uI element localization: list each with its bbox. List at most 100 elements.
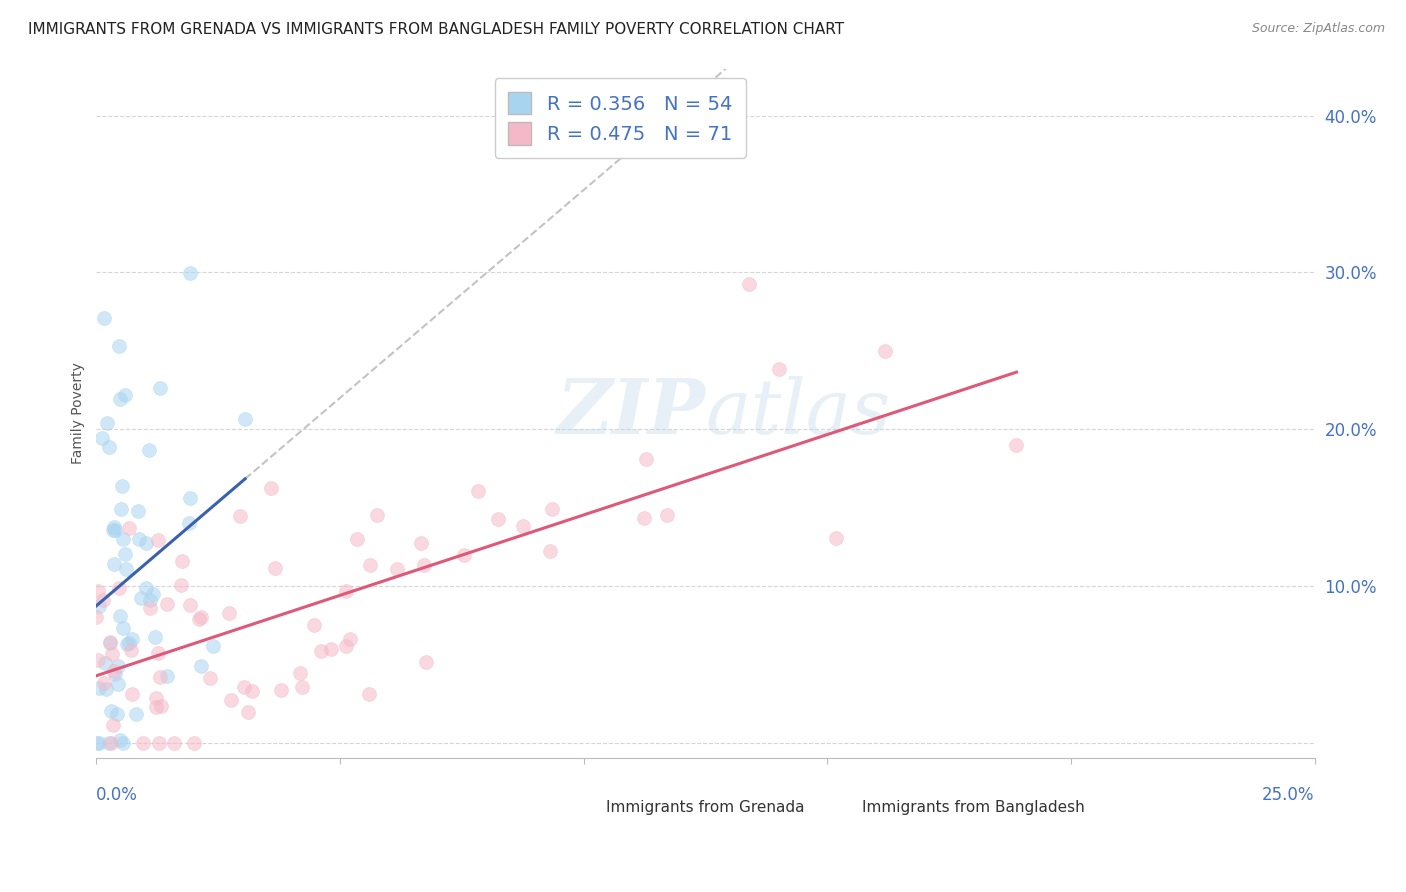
Point: [115, 562, 138, 576]
Point: [112, 621, 135, 635]
Point: [97, 736, 120, 750]
Point: [183, 736, 205, 750]
Point: [100, 736, 122, 750]
Point: [170, 578, 193, 592]
Point: [263, 561, 285, 575]
Point: [108, 581, 131, 595]
Point: [233, 412, 256, 426]
Point: [304, 617, 326, 632]
Point: [177, 516, 200, 530]
Point: [179, 266, 201, 280]
Point: [148, 736, 170, 750]
Point: [104, 666, 127, 681]
Point: [187, 612, 209, 626]
Point: [96, 416, 118, 430]
Point: [288, 666, 311, 681]
Point: [233, 680, 256, 694]
Point: [190, 610, 212, 624]
Point: [146, 533, 169, 547]
Point: [97, 441, 120, 455]
Point: [311, 644, 333, 658]
Point: [129, 591, 152, 605]
Point: [738, 277, 761, 291]
Point: [142, 587, 165, 601]
Point: [103, 558, 125, 572]
Point: [538, 543, 561, 558]
Point: [242, 684, 264, 698]
Point: [103, 665, 125, 679]
Text: Immigrants from Bangladesh: Immigrants from Bangladesh: [862, 800, 1085, 814]
Point: [94, 682, 117, 697]
Point: [150, 698, 173, 713]
Point: [87, 653, 110, 667]
Point: [107, 659, 129, 673]
Point: [110, 608, 132, 623]
Point: [118, 636, 141, 650]
Point: [179, 491, 201, 505]
Point: [94, 656, 117, 670]
Point: [114, 387, 136, 401]
Point: [875, 343, 897, 358]
Legend: R = 0.356   N = 54, R = 0.475   N = 71: R = 0.356 N = 54, R = 0.475 N = 71: [495, 78, 747, 158]
Point: [512, 519, 534, 533]
Point: [319, 641, 342, 656]
Point: [89, 681, 111, 695]
Point: [128, 533, 150, 547]
Point: [105, 706, 128, 721]
Text: Immigrants from Grenada: Immigrants from Grenada: [606, 800, 804, 814]
Text: 25.0%: 25.0%: [1263, 786, 1315, 804]
Point: [218, 606, 240, 620]
Point: [636, 451, 658, 466]
Point: [190, 659, 212, 673]
Point: [101, 718, 124, 732]
Point: [98, 634, 121, 648]
Point: [90, 431, 112, 445]
Point: [156, 597, 179, 611]
Point: [236, 705, 259, 719]
Point: [138, 442, 160, 457]
Point: [135, 581, 157, 595]
Point: [111, 736, 134, 750]
Point: [359, 687, 381, 701]
Point: [89, 599, 111, 613]
Text: ZIP: ZIP: [557, 376, 706, 450]
Point: [107, 677, 129, 691]
Point: [93, 675, 115, 690]
Point: [120, 643, 142, 657]
Point: [112, 532, 135, 546]
Y-axis label: Family Poverty: Family Poverty: [72, 362, 86, 465]
Point: [366, 508, 388, 522]
Point: [346, 532, 368, 546]
Text: atlas: atlas: [706, 376, 891, 450]
Point: [98, 636, 121, 650]
Point: [108, 733, 131, 747]
Point: [541, 502, 564, 516]
Text: 0.0%: 0.0%: [97, 786, 138, 804]
Point: [768, 361, 790, 376]
Point: [409, 536, 432, 550]
Point: [108, 392, 131, 406]
Point: [335, 639, 357, 653]
Point: [149, 381, 172, 395]
Point: [111, 479, 134, 493]
Point: [139, 601, 162, 615]
Point: [486, 512, 509, 526]
Point: [415, 655, 437, 669]
Point: [132, 736, 155, 750]
Point: [291, 680, 314, 694]
Point: [467, 483, 489, 498]
Point: [259, 481, 281, 495]
Point: [100, 647, 122, 661]
Point: [453, 548, 475, 562]
Point: [413, 558, 436, 573]
Point: [270, 683, 292, 698]
Point: [163, 736, 186, 750]
Point: [179, 598, 201, 612]
Point: [633, 511, 655, 525]
Point: [87, 583, 110, 598]
Point: [118, 521, 141, 535]
Point: [200, 671, 222, 685]
Point: [1005, 438, 1028, 452]
Point: [108, 339, 131, 353]
Point: [114, 547, 136, 561]
